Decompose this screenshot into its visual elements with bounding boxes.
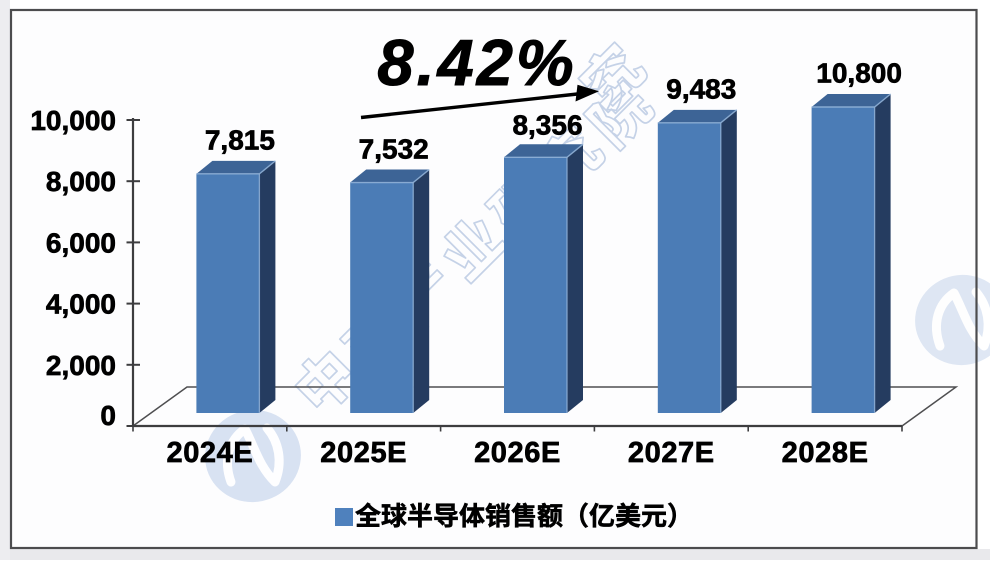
svg-text:8.42%: 8.42% (377, 26, 576, 99)
svg-text:4,000: 4,000 (46, 289, 116, 320)
svg-text:6,000: 6,000 (46, 227, 116, 258)
svg-text:9,483: 9,483 (666, 74, 736, 105)
svg-text:7,532: 7,532 (359, 134, 429, 165)
svg-text:10,800: 10,800 (816, 58, 902, 89)
svg-text:7,815: 7,815 (205, 125, 275, 156)
svg-text:8,000: 8,000 (46, 166, 116, 197)
svg-text:2028E: 2028E (782, 437, 869, 469)
svg-text:2024E: 2024E (166, 437, 253, 469)
svg-text:2027E: 2027E (628, 437, 715, 469)
svg-text:2,000: 2,000 (46, 350, 116, 381)
svg-text:10,000: 10,000 (30, 105, 116, 136)
svg-text:0: 0 (100, 400, 116, 431)
svg-text:2026E: 2026E (474, 437, 561, 469)
svg-text:8,356: 8,356 (512, 110, 582, 141)
svg-text:2025E: 2025E (320, 437, 407, 469)
